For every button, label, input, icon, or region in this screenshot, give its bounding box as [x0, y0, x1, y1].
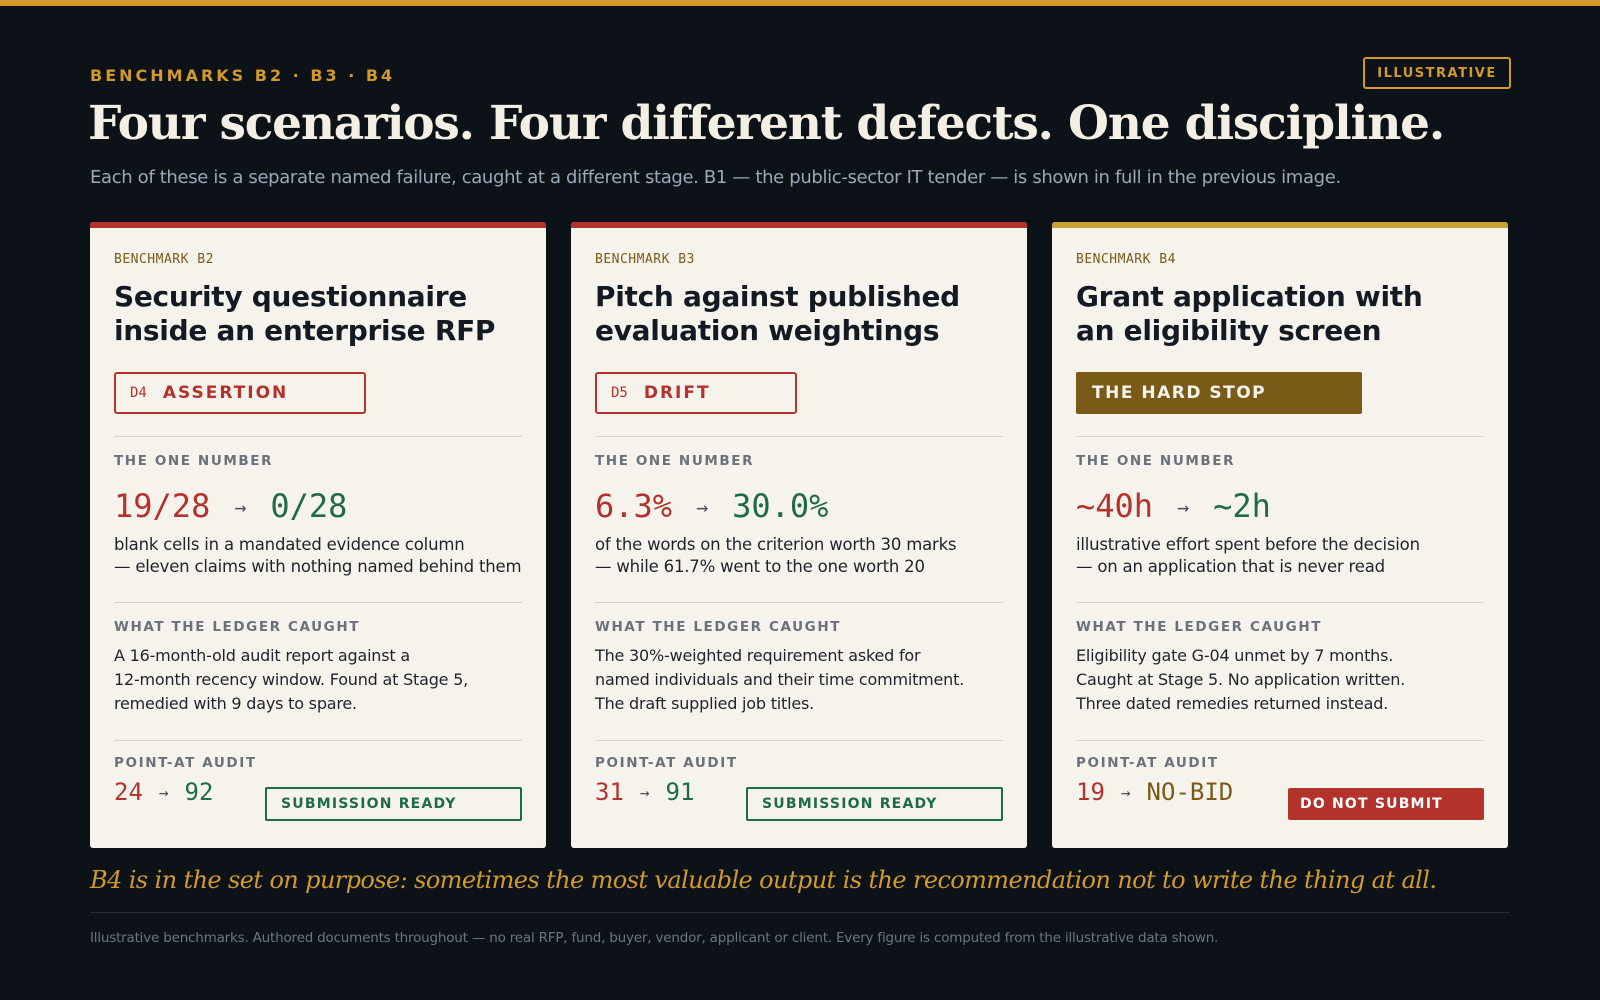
description-line: of the words on the criterion worth 30 m…: [595, 535, 957, 554]
one-number: ~40h → ~2h: [1076, 487, 1271, 525]
benchmark-card-b3: BENCHMARK B3 Pitch against published eva…: [571, 222, 1027, 848]
audit-after: 92: [184, 778, 214, 806]
ledger-text: A 16-month-old audit report against a 12…: [114, 644, 522, 716]
benchmark-id: BENCHMARK B3: [595, 252, 695, 267]
audit-score: 24 → 92: [114, 778, 213, 806]
audit-before: 31: [595, 778, 624, 806]
card-title-line: Pitch against published: [595, 280, 960, 313]
card-title: Security questionnaire inside an enterpr…: [114, 280, 514, 348]
status-badge: SUBMISSION READY: [746, 787, 1003, 821]
defect-tag: D4 ASSERTION: [114, 372, 366, 414]
number-description: illustrative effort spent before the dec…: [1076, 534, 1484, 578]
divider: [114, 436, 522, 437]
number-after: 30.0%: [732, 487, 829, 525]
defect-code: D4: [130, 385, 147, 401]
benchmark-id: BENCHMARK B2: [114, 252, 214, 267]
arrow-icon: →: [234, 495, 247, 519]
ledger-text: Eligibility gate G-04 unmet by 7 months.…: [1076, 644, 1484, 716]
divider: [1076, 602, 1484, 603]
card-stripe: [1052, 222, 1508, 228]
arrow-icon: →: [1177, 495, 1190, 519]
ledger-line: Caught at Stage 5. No application writte…: [1076, 670, 1406, 689]
page-subtitle: Each of these is a separate named failur…: [90, 167, 1341, 188]
audit-score: 19 → NO-BID: [1076, 778, 1233, 806]
defect-name: ASSERTION: [162, 383, 289, 403]
audit-label: POINT-AT AUDIT: [595, 755, 738, 771]
ledger-line: named individuals and their time commitm…: [595, 670, 965, 689]
divider: [595, 436, 1003, 437]
description-line: blank cells in a mandated evidence colum…: [114, 535, 465, 554]
status-badge: SUBMISSION READY: [265, 787, 522, 821]
arrow-icon: →: [1120, 783, 1131, 802]
benchmark-id: BENCHMARK B4: [1076, 252, 1176, 267]
page-title: Four scenarios. Four different defects. …: [88, 96, 1445, 151]
ledger-line: 12-month recency window. Found at Stage …: [114, 670, 469, 689]
ledger-label: WHAT THE LEDGER CAUGHT: [1076, 619, 1323, 635]
card-title-line: an eligibility screen: [1076, 314, 1382, 347]
ledger-line: remedied with 9 days to spare.: [114, 694, 357, 713]
one-number-label: THE ONE NUMBER: [595, 453, 755, 469]
number-before: 19/28: [114, 487, 211, 525]
divider: [1076, 740, 1484, 741]
number-after: 0/28: [270, 487, 348, 525]
closing-statement: B4 is in the set on purpose: sometimes t…: [90, 866, 1437, 894]
defect-code: D5: [611, 385, 628, 401]
card-title-line: Security questionnaire: [114, 280, 467, 313]
ledger-label: WHAT THE LEDGER CAUGHT: [595, 619, 842, 635]
illustrative-badge: ILLUSTRATIVE: [1363, 57, 1511, 89]
number-description: of the words on the criterion worth 30 m…: [595, 534, 1003, 578]
card-title-line: evaluation weightings: [595, 314, 940, 347]
footer-divider: [90, 912, 1510, 913]
description-line: — eleven claims with nothing named behin…: [114, 557, 522, 576]
card-title-line: inside an enterprise RFP: [114, 314, 496, 347]
description-line: — on an application that is never read: [1076, 557, 1385, 576]
ledger-line: The 30%-weighted requirement asked for: [595, 646, 921, 665]
audit-after: NO-BID: [1146, 778, 1234, 806]
divider: [595, 602, 1003, 603]
audit-before: 19: [1076, 778, 1105, 806]
ledger-line: The draft supplied job titles.: [595, 694, 815, 713]
card-stripe: [90, 222, 546, 228]
status-badge: DO NOT SUBMIT: [1288, 788, 1484, 820]
card-title-line: Grant application with: [1076, 280, 1423, 313]
ledger-text: The 30%-weighted requirement asked for n…: [595, 644, 1003, 716]
audit-before: 24: [114, 778, 143, 806]
defect-tag: D5 DRIFT: [595, 372, 797, 414]
description-line: — while 61.7% went to the one worth 20: [595, 557, 925, 576]
audit-label: POINT-AT AUDIT: [114, 755, 257, 771]
footnote: Illustrative benchmarks. Authored docume…: [90, 930, 1219, 946]
one-number: 19/28 → 0/28: [114, 487, 347, 525]
one-number-label: THE ONE NUMBER: [114, 453, 274, 469]
number-before: 6.3%: [595, 487, 673, 525]
number-description: blank cells in a mandated evidence colum…: [114, 534, 522, 578]
card-title: Grant application with an eligibility sc…: [1076, 280, 1476, 348]
one-number-label: THE ONE NUMBER: [1076, 453, 1236, 469]
description-line: illustrative effort spent before the dec…: [1076, 535, 1420, 554]
divider: [1076, 436, 1484, 437]
benchmark-card-b2: BENCHMARK B2 Security questionnaire insi…: [90, 222, 546, 848]
hard-stop-tag: THE HARD STOP: [1076, 372, 1362, 414]
audit-score: 31 → 91: [595, 778, 694, 806]
card-title: Pitch against published evaluation weigh…: [595, 280, 995, 348]
defect-name: DRIFT: [643, 383, 711, 403]
number-before: ~40h: [1076, 487, 1154, 525]
arrow-icon: →: [696, 495, 709, 519]
audit-after: 91: [665, 778, 695, 806]
number-after: ~2h: [1213, 487, 1271, 525]
benchmark-card-b4: BENCHMARK B4 Grant application with an e…: [1052, 222, 1508, 848]
arrow-icon: →: [639, 783, 650, 802]
ledger-label: WHAT THE LEDGER CAUGHT: [114, 619, 361, 635]
divider: [114, 740, 522, 741]
ledger-line: Eligibility gate G-04 unmet by 7 months.: [1076, 646, 1394, 665]
card-stripe: [571, 222, 1027, 228]
divider: [595, 740, 1003, 741]
ledger-line: Three dated remedies returned instead.: [1076, 694, 1389, 713]
benchmarks-kicker: BENCHMARKS B2 · B3 · B4: [90, 66, 396, 85]
divider: [114, 602, 522, 603]
one-number: 6.3% → 30.0%: [595, 487, 828, 525]
arrow-icon: →: [158, 783, 169, 802]
ledger-line: A 16-month-old audit report against a: [114, 646, 410, 665]
audit-label: POINT-AT AUDIT: [1076, 755, 1219, 771]
top-accent-bar: [0, 0, 1600, 6]
